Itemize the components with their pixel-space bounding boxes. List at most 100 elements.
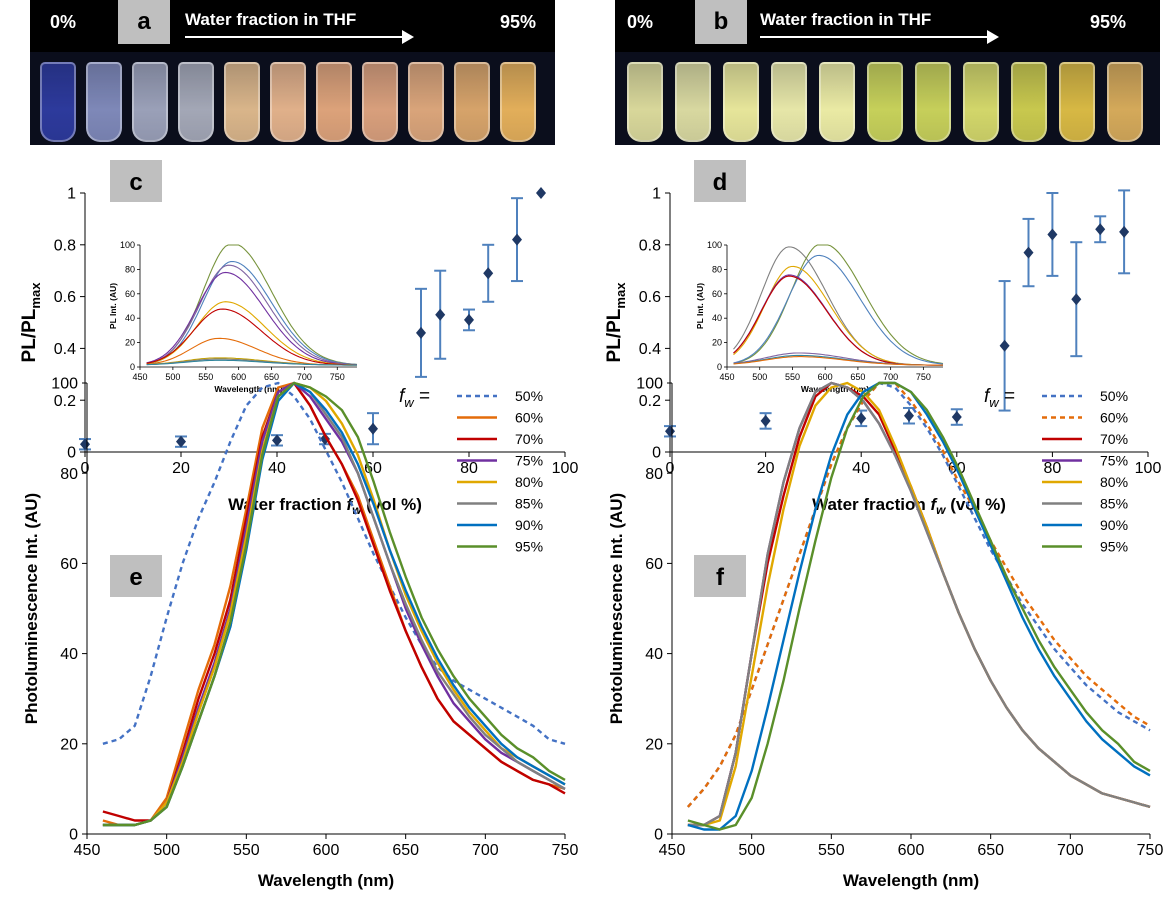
vial xyxy=(362,62,398,142)
inset-y-tick-label: 40 xyxy=(712,313,722,323)
series-line xyxy=(687,381,1151,808)
series-line xyxy=(102,381,566,822)
x-axis-label: Wavelength (nm) xyxy=(258,871,394,890)
x-tick-label: 550 xyxy=(233,842,260,859)
data-point xyxy=(435,308,446,321)
x-tick-label: 550 xyxy=(818,842,845,859)
inset-x-tick-label: 450 xyxy=(719,372,734,382)
panel-letter-b: b xyxy=(695,0,747,44)
x-tick-label: 80 xyxy=(1044,460,1062,477)
series-line xyxy=(687,381,1151,831)
y-tick-label: 0.2 xyxy=(54,393,76,410)
data-point xyxy=(536,187,546,199)
vial xyxy=(178,62,214,142)
x-tick-label: 500 xyxy=(153,842,180,859)
photo-panel-a: 0% a Water fraction in THF 95% xyxy=(30,0,555,145)
vial xyxy=(867,62,903,142)
inset-spectrum-line xyxy=(733,244,944,365)
panel-letter: d xyxy=(713,169,728,196)
legend-label: 75% xyxy=(1100,453,1128,469)
inset-x-tick-label: 700 xyxy=(883,372,898,382)
photo-end-label: 95% xyxy=(1090,12,1127,32)
y-tick-label: 0.4 xyxy=(639,341,661,358)
legend-label: 60% xyxy=(515,410,543,426)
y-tick-label: 0.8 xyxy=(639,237,661,254)
inset-x-tick-label: 550 xyxy=(198,372,213,382)
legend-label: 85% xyxy=(1100,496,1128,512)
y-tick-label: 0.4 xyxy=(54,341,76,358)
legend-label: 75% xyxy=(515,453,543,469)
legend-label: 90% xyxy=(515,517,543,533)
photo-panel-b: 0% b Water fraction in THF 95% xyxy=(615,0,1160,145)
data-point xyxy=(1071,293,1082,306)
x-axis-label: Wavelength (nm) xyxy=(843,871,979,890)
legend-label: 85% xyxy=(515,496,543,512)
inset-chart: 450 500 550 600 650 700 750 0 20 40 60 80 100 Wavelen… xyxy=(108,240,358,394)
y-tick-label: 40 xyxy=(645,646,663,663)
inset-spectrum-line xyxy=(733,254,944,365)
chart-panel-c: 0 20 40 60 80 100 0 0.2 0.4 0.6 0.8 1 c PL/PLmax Water… xyxy=(19,160,578,517)
data-point xyxy=(1047,228,1058,241)
data-point xyxy=(904,409,914,422)
series-line xyxy=(687,381,1151,831)
series-line xyxy=(687,381,1151,827)
legend-label: 50% xyxy=(515,388,543,404)
inset-x-tick-label: 550 xyxy=(785,372,800,382)
legend-label: 95% xyxy=(1100,539,1128,555)
y-tick-label: 20 xyxy=(645,736,663,753)
legend-label: 80% xyxy=(1100,474,1128,490)
inset-spectrum-line xyxy=(146,308,357,366)
panel-letter-a: a xyxy=(118,0,170,44)
inset-y-tick-label: 0 xyxy=(717,362,722,372)
inset-x-tick-label: 750 xyxy=(916,372,931,382)
legend-label: 60% xyxy=(1100,410,1128,426)
data-point xyxy=(951,411,962,424)
y-tick-label: 60 xyxy=(645,556,663,573)
inset-chart: 450 500 550 600 650 700 750 0 20 40 60 80 100 Wavelen… xyxy=(695,240,944,394)
inset-spectrum-line xyxy=(733,275,943,366)
y-tick-label: 0.6 xyxy=(54,289,76,306)
x-tick-label: 600 xyxy=(313,842,340,859)
y-tick-label: 0 xyxy=(654,827,663,844)
data-point xyxy=(856,412,867,425)
data-point xyxy=(1119,225,1130,238)
series-line xyxy=(687,381,1151,827)
inset-x-tick-label: 600 xyxy=(231,372,246,382)
inset-spectrum-line xyxy=(733,246,943,366)
legend-title: fw = xyxy=(984,386,1015,410)
photo-start-label: 0% xyxy=(50,12,77,32)
x-tick-label: 750 xyxy=(552,842,579,859)
inset-x-tick-label: 600 xyxy=(818,372,833,382)
inset-y-axis-label: PL Int. (AU) xyxy=(695,283,705,329)
vial xyxy=(819,62,855,142)
x-tick-label: 0 xyxy=(81,460,90,477)
legend-label: 95% xyxy=(515,539,543,555)
panel-letter-bg xyxy=(110,160,162,202)
inset-x-axis-label: Wavelength (nm) xyxy=(214,384,282,394)
panel-letter-bg xyxy=(110,555,162,597)
arrow-line xyxy=(185,36,405,38)
panel-letter-bg xyxy=(694,160,746,202)
legend-label: 80% xyxy=(515,474,543,490)
inset-x-tick-label: 500 xyxy=(165,372,180,382)
x-tick-label: 100 xyxy=(1135,460,1162,477)
inset-y-tick-label: 0 xyxy=(130,362,135,372)
data-point xyxy=(760,414,771,427)
legend-label: 70% xyxy=(1100,431,1128,447)
x-tick-label: 450 xyxy=(659,842,686,859)
x-tick-label: 600 xyxy=(898,842,925,859)
data-point xyxy=(416,326,426,339)
inset-spectrum-line xyxy=(733,265,943,366)
vial xyxy=(132,62,168,142)
x-tick-label: 450 xyxy=(74,842,101,859)
photo-end-label: 95% xyxy=(500,12,537,32)
x-tick-label: 0 xyxy=(666,460,675,477)
x-tick-label: 20 xyxy=(172,460,190,477)
panel-letter: c xyxy=(129,169,142,196)
vial xyxy=(224,62,260,142)
y-axis-label: PL/PLmax xyxy=(604,282,628,363)
x-axis-label: Water fraction fw (vol %) xyxy=(228,495,422,517)
x-tick-label: 80 xyxy=(460,460,478,477)
chart-panel-e: 450 500 550 600 650 700 750 0 20 40 60 80 100 e Photol… xyxy=(22,376,578,890)
x-tick-label: 40 xyxy=(852,460,870,477)
